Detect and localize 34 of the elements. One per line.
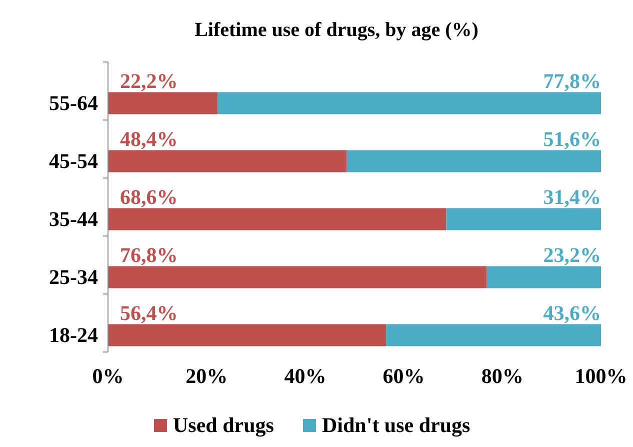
data-label: 68,6% xyxy=(120,185,178,210)
data-label: 77,8% xyxy=(543,69,601,94)
data-label: 51,6% xyxy=(543,127,601,152)
y-tick-label: 25-34 xyxy=(49,265,98,290)
bar xyxy=(108,266,487,288)
bar xyxy=(108,208,446,230)
data-label: 48,4% xyxy=(120,127,178,152)
bar xyxy=(346,150,601,172)
data-label: 23,2% xyxy=(543,243,601,268)
data-label: 31,4% xyxy=(543,185,601,210)
data-label: 76,8% xyxy=(120,243,178,268)
bar xyxy=(386,324,601,346)
data-label: 56,4% xyxy=(120,301,178,326)
x-tick-label: 0% xyxy=(92,364,124,388)
chart-title: Lifetime use of drugs, by age (%) xyxy=(194,19,478,41)
legend-label: Didn't use drugs xyxy=(322,413,470,437)
data-label: 43,6% xyxy=(543,301,601,326)
y-tick-label: 18-24 xyxy=(49,323,98,348)
x-tick-label: 60% xyxy=(382,364,425,388)
y-tick-label: 45-54 xyxy=(49,149,98,174)
bar xyxy=(108,150,347,172)
bar xyxy=(486,266,601,288)
bar xyxy=(446,208,601,230)
y-tick-label: 55-64 xyxy=(49,91,98,116)
y-tick-label: 35-44 xyxy=(49,207,98,232)
data-label: 22,2% xyxy=(120,69,178,94)
bar xyxy=(217,92,601,114)
x-tick-label: 20% xyxy=(186,364,228,388)
x-tick-label: 40% xyxy=(284,364,326,388)
x-tick-label: 80% xyxy=(481,364,524,388)
x-tick-label: 100% xyxy=(574,364,628,388)
bar xyxy=(108,92,218,114)
bar xyxy=(108,324,386,346)
legend-label: Used drugs xyxy=(173,413,274,437)
